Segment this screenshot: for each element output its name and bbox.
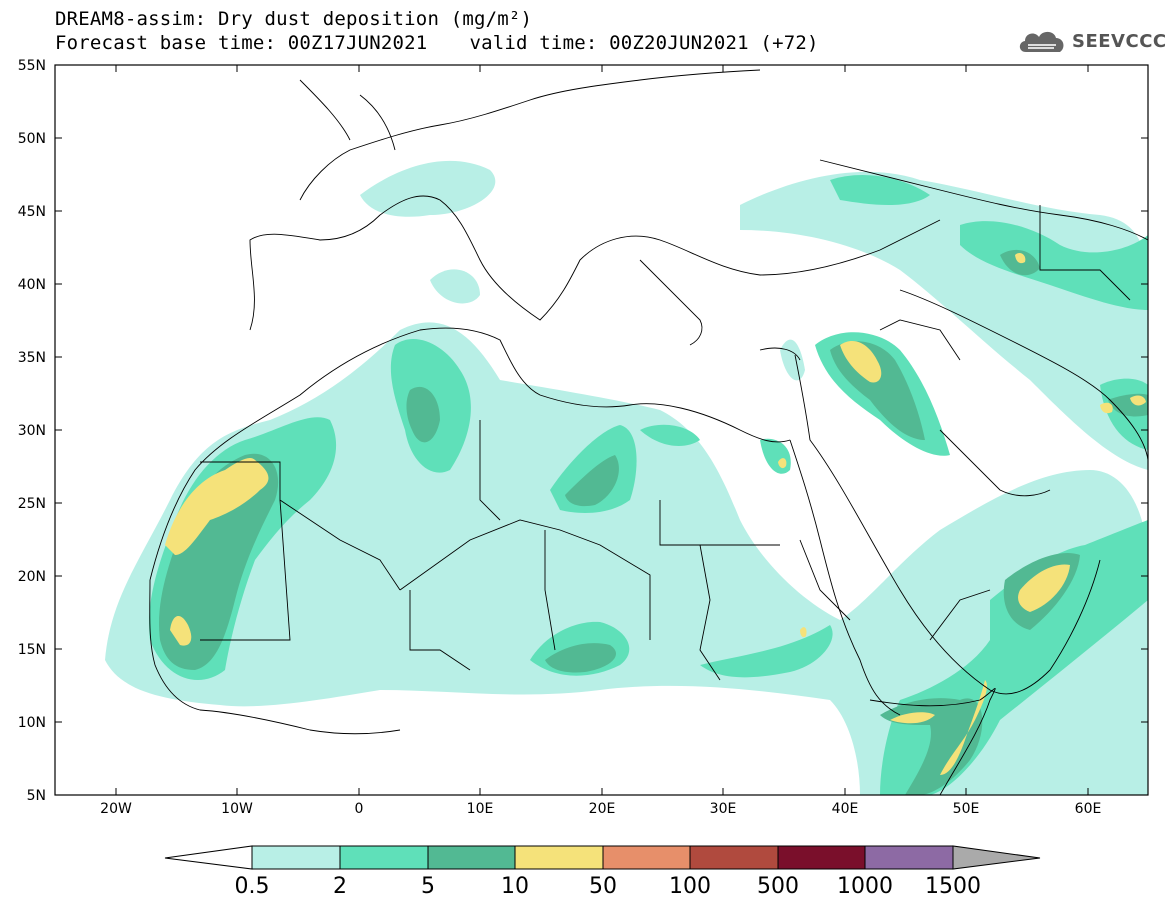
- base-time: Forecast base time: 00Z17JUN2021: [55, 32, 428, 54]
- colorbar-segment: [689, 845, 779, 870]
- lat-label: 10N: [18, 715, 46, 731]
- lat-label: 45N: [18, 204, 46, 220]
- colorbar-label: 2: [333, 874, 347, 899]
- cloud-icon: [1019, 31, 1064, 52]
- lon-label: 10W: [221, 801, 253, 817]
- lon-tick-marks: [115, 65, 1089, 795]
- colorbar-right-arrow: [952, 845, 1041, 870]
- lat-label: 50N: [18, 131, 46, 147]
- lon-label: 50E: [953, 801, 980, 817]
- colorbar-segment: [602, 845, 691, 870]
- lat-label: 55N: [18, 58, 46, 74]
- colorbar-label: 1000: [837, 874, 893, 899]
- colorbar-segment: [251, 845, 341, 870]
- lat-label: 20N: [18, 569, 46, 585]
- lon-label: 30E: [710, 801, 737, 817]
- map-title: DREAM8-assim: Dry dust deposition (mg/m²…: [55, 8, 532, 30]
- colorbar-segment: [514, 845, 604, 870]
- colorbar-label: 500: [757, 874, 799, 899]
- lon-label: 10E: [467, 801, 494, 817]
- lat-tick-marks: [55, 64, 1148, 723]
- borders: [149, 69, 1148, 795]
- map-subtitle: Forecast base time: 00Z17JUN2021 valid ti…: [55, 32, 819, 54]
- colorbar-segment: [427, 845, 516, 870]
- lon-label: 0: [355, 801, 364, 817]
- colorbar-label: 50: [589, 874, 617, 899]
- lon-labels: 20W 10W 0 10E 20E 30E 40E 50E 60E: [100, 801, 1101, 817]
- logo-text: SEEVCCC: [1072, 30, 1165, 52]
- colorbar-label: 100: [669, 874, 711, 899]
- dust-fields: [105, 160, 1148, 795]
- valid-time: valid time: 00Z20JUN2021 (+72): [469, 32, 819, 54]
- colorbar: 0.5 2 5 10 50 100 500 1000 1500: [164, 845, 1041, 899]
- lat-labels: 55N 50N 45N 40N 35N 30N 25N 20N 15N 10N …: [18, 58, 46, 804]
- seevccc-logo: SEEVCCC: [1016, 24, 1165, 58]
- lon-label: 40E: [832, 801, 859, 817]
- colorbar-segment: [777, 845, 866, 870]
- title-text: DREAM8-assim: Dry dust deposition (mg/m²…: [55, 8, 533, 30]
- colorbar-label: 5: [421, 874, 435, 899]
- lon-label: 20E: [589, 801, 616, 817]
- colorbar-label: 0.5: [235, 874, 270, 899]
- colorbar-left-arrow: [164, 845, 253, 870]
- lon-label: 60E: [1075, 801, 1102, 817]
- lon-label: 20W: [100, 801, 132, 817]
- colorbar-label: 1500: [925, 874, 981, 899]
- lat-label: 30N: [18, 423, 46, 439]
- lat-label: 5N: [27, 788, 46, 804]
- lat-label: 15N: [18, 642, 46, 658]
- colorbar-label: 10: [501, 874, 529, 899]
- colorbar-segment: [339, 845, 429, 870]
- lat-label: 35N: [18, 350, 46, 366]
- lat-label: 40N: [18, 277, 46, 293]
- lat-label: 25N: [18, 496, 46, 512]
- colorbar-segment: [864, 845, 954, 870]
